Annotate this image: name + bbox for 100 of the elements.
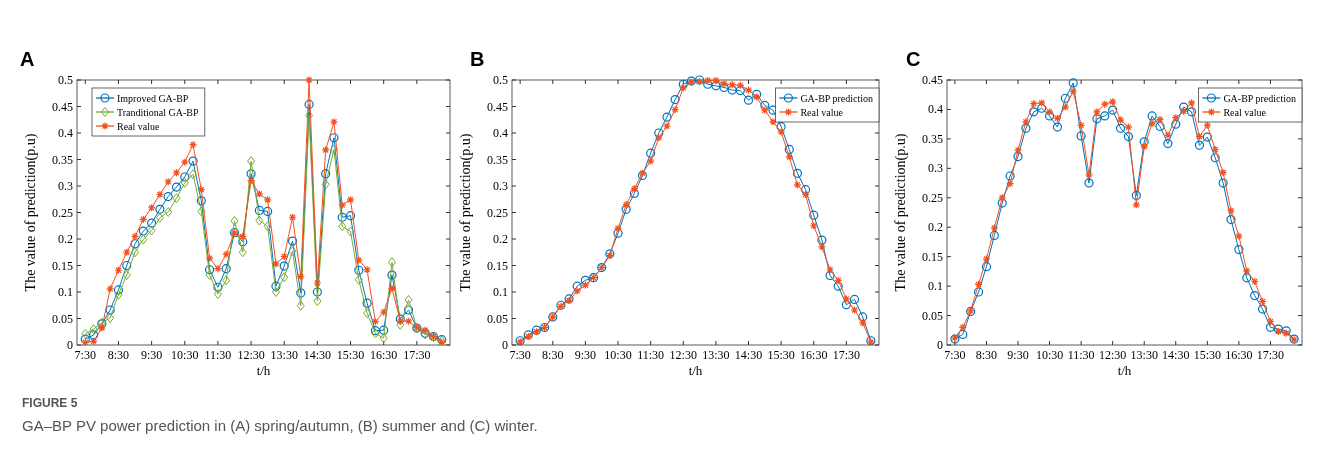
point: [990, 223, 999, 232]
point: [113, 285, 124, 295]
point: [97, 323, 106, 333]
point: [572, 281, 582, 291]
chart-title: A: [20, 48, 35, 70]
point: [654, 133, 663, 142]
y-tick-label: 0.05: [922, 308, 943, 323]
point: [279, 261, 289, 271]
point: [312, 287, 322, 297]
point: [287, 236, 298, 246]
x-tick-label: 15:30: [336, 348, 365, 362]
point: [213, 282, 223, 292]
point: [147, 225, 156, 236]
point: [338, 200, 347, 210]
point: [254, 205, 264, 215]
point: [989, 230, 999, 241]
point: [329, 144, 338, 155]
point: [581, 281, 590, 290]
point: [982, 254, 991, 264]
x-tick-label: 16:30: [370, 348, 398, 362]
y-tick-label: 0.45: [52, 99, 73, 114]
point: [271, 281, 281, 291]
point: [727, 85, 737, 95]
chart-title: C: [906, 48, 921, 70]
point: [221, 264, 231, 274]
point: [205, 270, 214, 281]
point: [263, 221, 272, 232]
point: [354, 256, 363, 265]
point: [1265, 322, 1276, 332]
point: [387, 270, 397, 280]
point: [403, 305, 414, 315]
point: [1171, 113, 1180, 122]
x-tick-label: 16:30: [800, 348, 828, 362]
x-tick-label: 8:30: [107, 348, 130, 362]
point: [1140, 142, 1149, 151]
point: [654, 128, 664, 138]
point: [1100, 111, 1110, 121]
point: [842, 294, 851, 303]
x-tick-label: 7:30: [944, 348, 966, 362]
y-tick-label: 0.05: [52, 311, 73, 326]
y-tick-label: 0.1: [58, 285, 73, 299]
point: [1132, 200, 1141, 209]
point: [1116, 115, 1125, 125]
y-tick-label: 0.15: [922, 249, 943, 264]
x-tick-label: 10:30: [604, 348, 632, 362]
point: [404, 317, 413, 326]
point: [171, 182, 182, 192]
point: [1077, 121, 1086, 130]
point: [172, 193, 181, 204]
y-tick-label: 0.5: [58, 73, 73, 87]
point: [205, 265, 215, 275]
point: [304, 99, 314, 109]
x-tick-label: 15:30: [767, 348, 795, 362]
point: [858, 318, 867, 327]
x-axis-title: t/h: [1117, 363, 1132, 378]
y-tick-label: 0.4: [493, 126, 508, 140]
point: [573, 286, 582, 296]
point: [1202, 132, 1212, 142]
y-tick-label: 0: [67, 338, 73, 352]
point: [363, 308, 372, 319]
point: [222, 275, 231, 286]
y-tick-label: 0.15: [487, 258, 508, 273]
point: [1171, 119, 1181, 129]
point: [792, 168, 803, 178]
y-tick-label: 0.35: [487, 152, 508, 167]
x-tick-label: 11:30: [204, 348, 232, 362]
point: [280, 272, 289, 283]
point: [1226, 206, 1236, 215]
point: [88, 330, 99, 340]
point: [784, 144, 794, 155]
point: [147, 218, 157, 228]
legend-label: Improved GA-BP: [117, 92, 189, 104]
point: [138, 226, 148, 236]
point: [760, 100, 770, 111]
point: [825, 265, 835, 274]
point: [1069, 87, 1078, 96]
point: [646, 156, 655, 166]
point: [1257, 304, 1268, 314]
point: [801, 185, 811, 195]
point: [363, 265, 372, 274]
point: [371, 317, 380, 326]
point: [736, 81, 745, 90]
point: [164, 206, 173, 217]
point: [1060, 93, 1070, 103]
y-tick-label: 0.05: [487, 311, 508, 326]
x-tick-label: 10:30: [171, 348, 199, 362]
y-tick-label: 0.3: [928, 161, 943, 176]
point: [1147, 111, 1157, 121]
point: [958, 329, 968, 339]
point: [155, 212, 164, 223]
point: [321, 169, 331, 179]
point: [1194, 140, 1205, 150]
point: [1021, 123, 1031, 133]
point: [263, 206, 273, 217]
point: [719, 79, 729, 88]
point: [1092, 107, 1101, 116]
point: [288, 213, 297, 222]
legend-label: Real value: [117, 120, 161, 132]
y-tick-label: 0.35: [52, 152, 73, 167]
point: [122, 248, 131, 257]
